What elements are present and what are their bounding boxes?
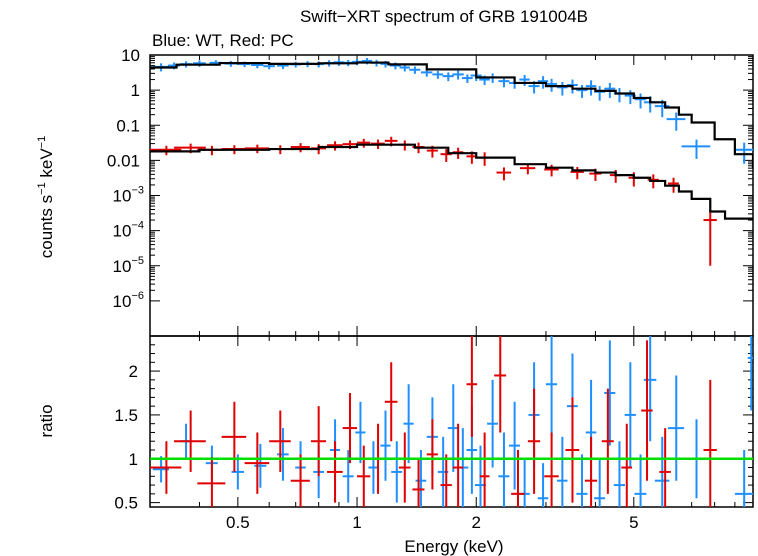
chart-subtitle: Blue: WT, Red: PC — [152, 31, 294, 50]
top-y-tick-label: 10−6 — [113, 290, 144, 311]
top-y-tick-label: 1 — [131, 81, 140, 100]
chart-title: Swift−XRT spectrum of GRB 191004B — [300, 7, 588, 26]
bottom-series-pc — [150, 336, 717, 507]
x-tick-label: 0.5 — [226, 513, 250, 532]
bottom-series-wt — [152, 336, 753, 507]
top-y-tick-label: 10−4 — [113, 220, 144, 241]
x-axis-label: Energy (keV) — [404, 537, 503, 556]
bottom-y-tick-label: 0.5 — [114, 494, 138, 513]
top-y-tick-label: 10 — [121, 46, 140, 65]
top-ylabel-exp-1: −1 — [36, 182, 48, 195]
bottom-y-tick-label: 1.5 — [114, 406, 138, 425]
top-ylabel-part-1: counts s — [37, 195, 56, 258]
model-curve-pc — [150, 143, 753, 220]
x-tick-label: 2 — [472, 513, 481, 532]
bottom-panel: 0.5 1 1.5 2 — [114, 335, 754, 513]
top-series-wt — [152, 58, 753, 164]
top-y-tick-label: 0.01 — [107, 151, 140, 170]
top-y-tick-label: 10−3 — [113, 185, 144, 206]
top-y-tick-label: 0.1 — [116, 116, 140, 135]
x-tick-label: 5 — [629, 513, 638, 532]
bottom-y-tick-label: 1 — [129, 450, 138, 469]
top-panel-frame — [149, 54, 754, 337]
top-series-pc — [150, 136, 717, 266]
top-ylabel-exp-2: −1 — [36, 136, 48, 149]
top-panel: 10 1 0.1 0.01 10−3 10−4 10−5 10−6 — [107, 46, 754, 337]
bottom-ylabel: ratio — [37, 404, 56, 437]
bottom-panel-frame — [149, 335, 754, 508]
top-y-tick-label: 10−5 — [113, 255, 144, 276]
x-tick-label: 1 — [352, 513, 361, 532]
top-ylabel-part-2: keV — [37, 148, 56, 183]
top-ylabel: counts s−1 keV−1 — [36, 136, 56, 258]
model-curve-wt — [150, 61, 753, 169]
bottom-y-tick-label: 2 — [129, 362, 138, 381]
